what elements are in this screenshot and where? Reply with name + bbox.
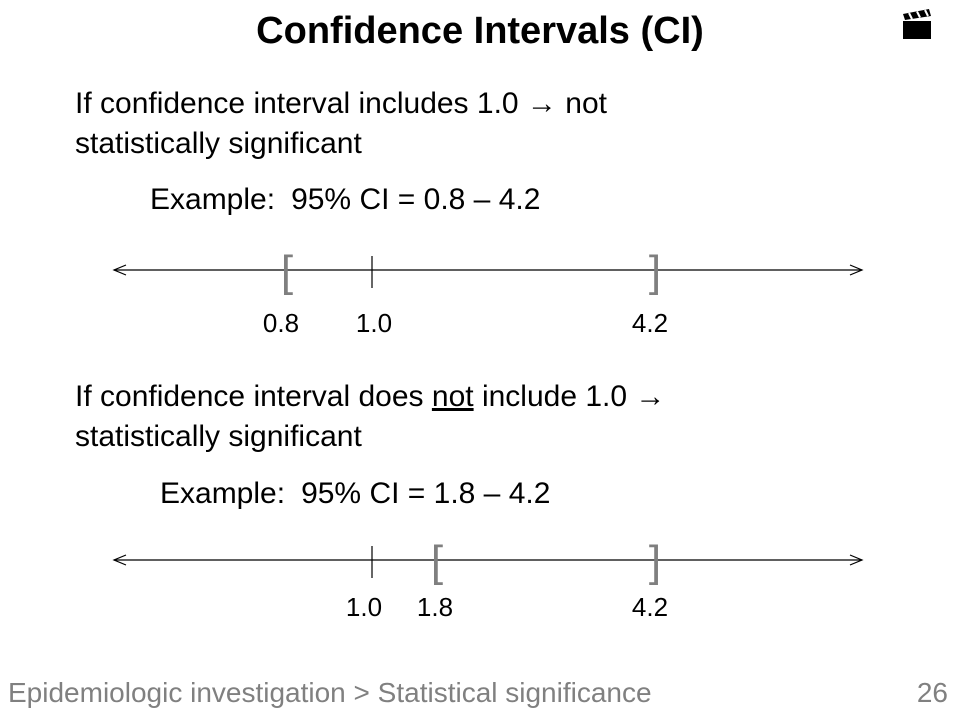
- section1-example-value: 95% CI = 0.8 – 4.2: [291, 183, 541, 216]
- section2-line1: If confidence interval does not include …: [75, 377, 895, 417]
- section2-example-value: 95% CI = 1.8 – 4.2: [301, 477, 551, 510]
- ci-upper-bracket: ]: [649, 248, 661, 296]
- tick-label: 4.2: [632, 592, 668, 622]
- section1-example: Example: 95% CI = 0.8 – 4.2: [150, 183, 540, 217]
- arrow-right-icon: [849, 554, 864, 566]
- section1-line2: statistically significant: [75, 127, 362, 160]
- number-line-1: [ ] 0.8 1.0 4.2: [112, 248, 864, 338]
- tick-label: 1.8: [417, 592, 453, 622]
- section2-statement: If confidence interval does not include …: [75, 377, 895, 457]
- section2-text-pre: If confidence interval does: [75, 380, 432, 413]
- section2-example: Example: 95% CI = 1.8 – 4.2: [160, 477, 550, 511]
- tick-label: 1.0: [356, 308, 392, 338]
- arrow-right-icon: [849, 264, 864, 276]
- ci-upper-bracket: ]: [649, 538, 661, 586]
- tick-label: 4.2: [632, 308, 668, 338]
- section1-example-label: Example:: [150, 183, 276, 216]
- section1-line1: If confidence interval includes 1.0 → no…: [75, 87, 607, 120]
- page-number: 26: [916, 677, 948, 708]
- footer-breadcrumb: Epidemiologic investigation > Statistica…: [8, 677, 652, 708]
- tick-label: 1.0: [346, 592, 382, 622]
- number-line-2: [ ] 1.0 1.8 4.2: [112, 538, 864, 622]
- section1-statement: If confidence interval includes 1.0 → no…: [75, 84, 895, 164]
- section2-text-post: include 1.0 →: [473, 380, 666, 413]
- ci-lower-bracket: [: [431, 538, 443, 586]
- tick-label: 0.8: [263, 308, 299, 338]
- section2-line2: statistically significant: [75, 420, 362, 453]
- slide-title: Confidence Intervals (CI): [256, 10, 704, 52]
- arrow-left-icon: [112, 554, 127, 566]
- section2-underlined-not: not: [431, 380, 474, 413]
- section2-example-label: Example:: [160, 477, 286, 510]
- arrow-left-icon: [112, 264, 127, 276]
- ci-lower-bracket: [: [281, 248, 293, 296]
- clapperboard-icon: [903, 9, 931, 39]
